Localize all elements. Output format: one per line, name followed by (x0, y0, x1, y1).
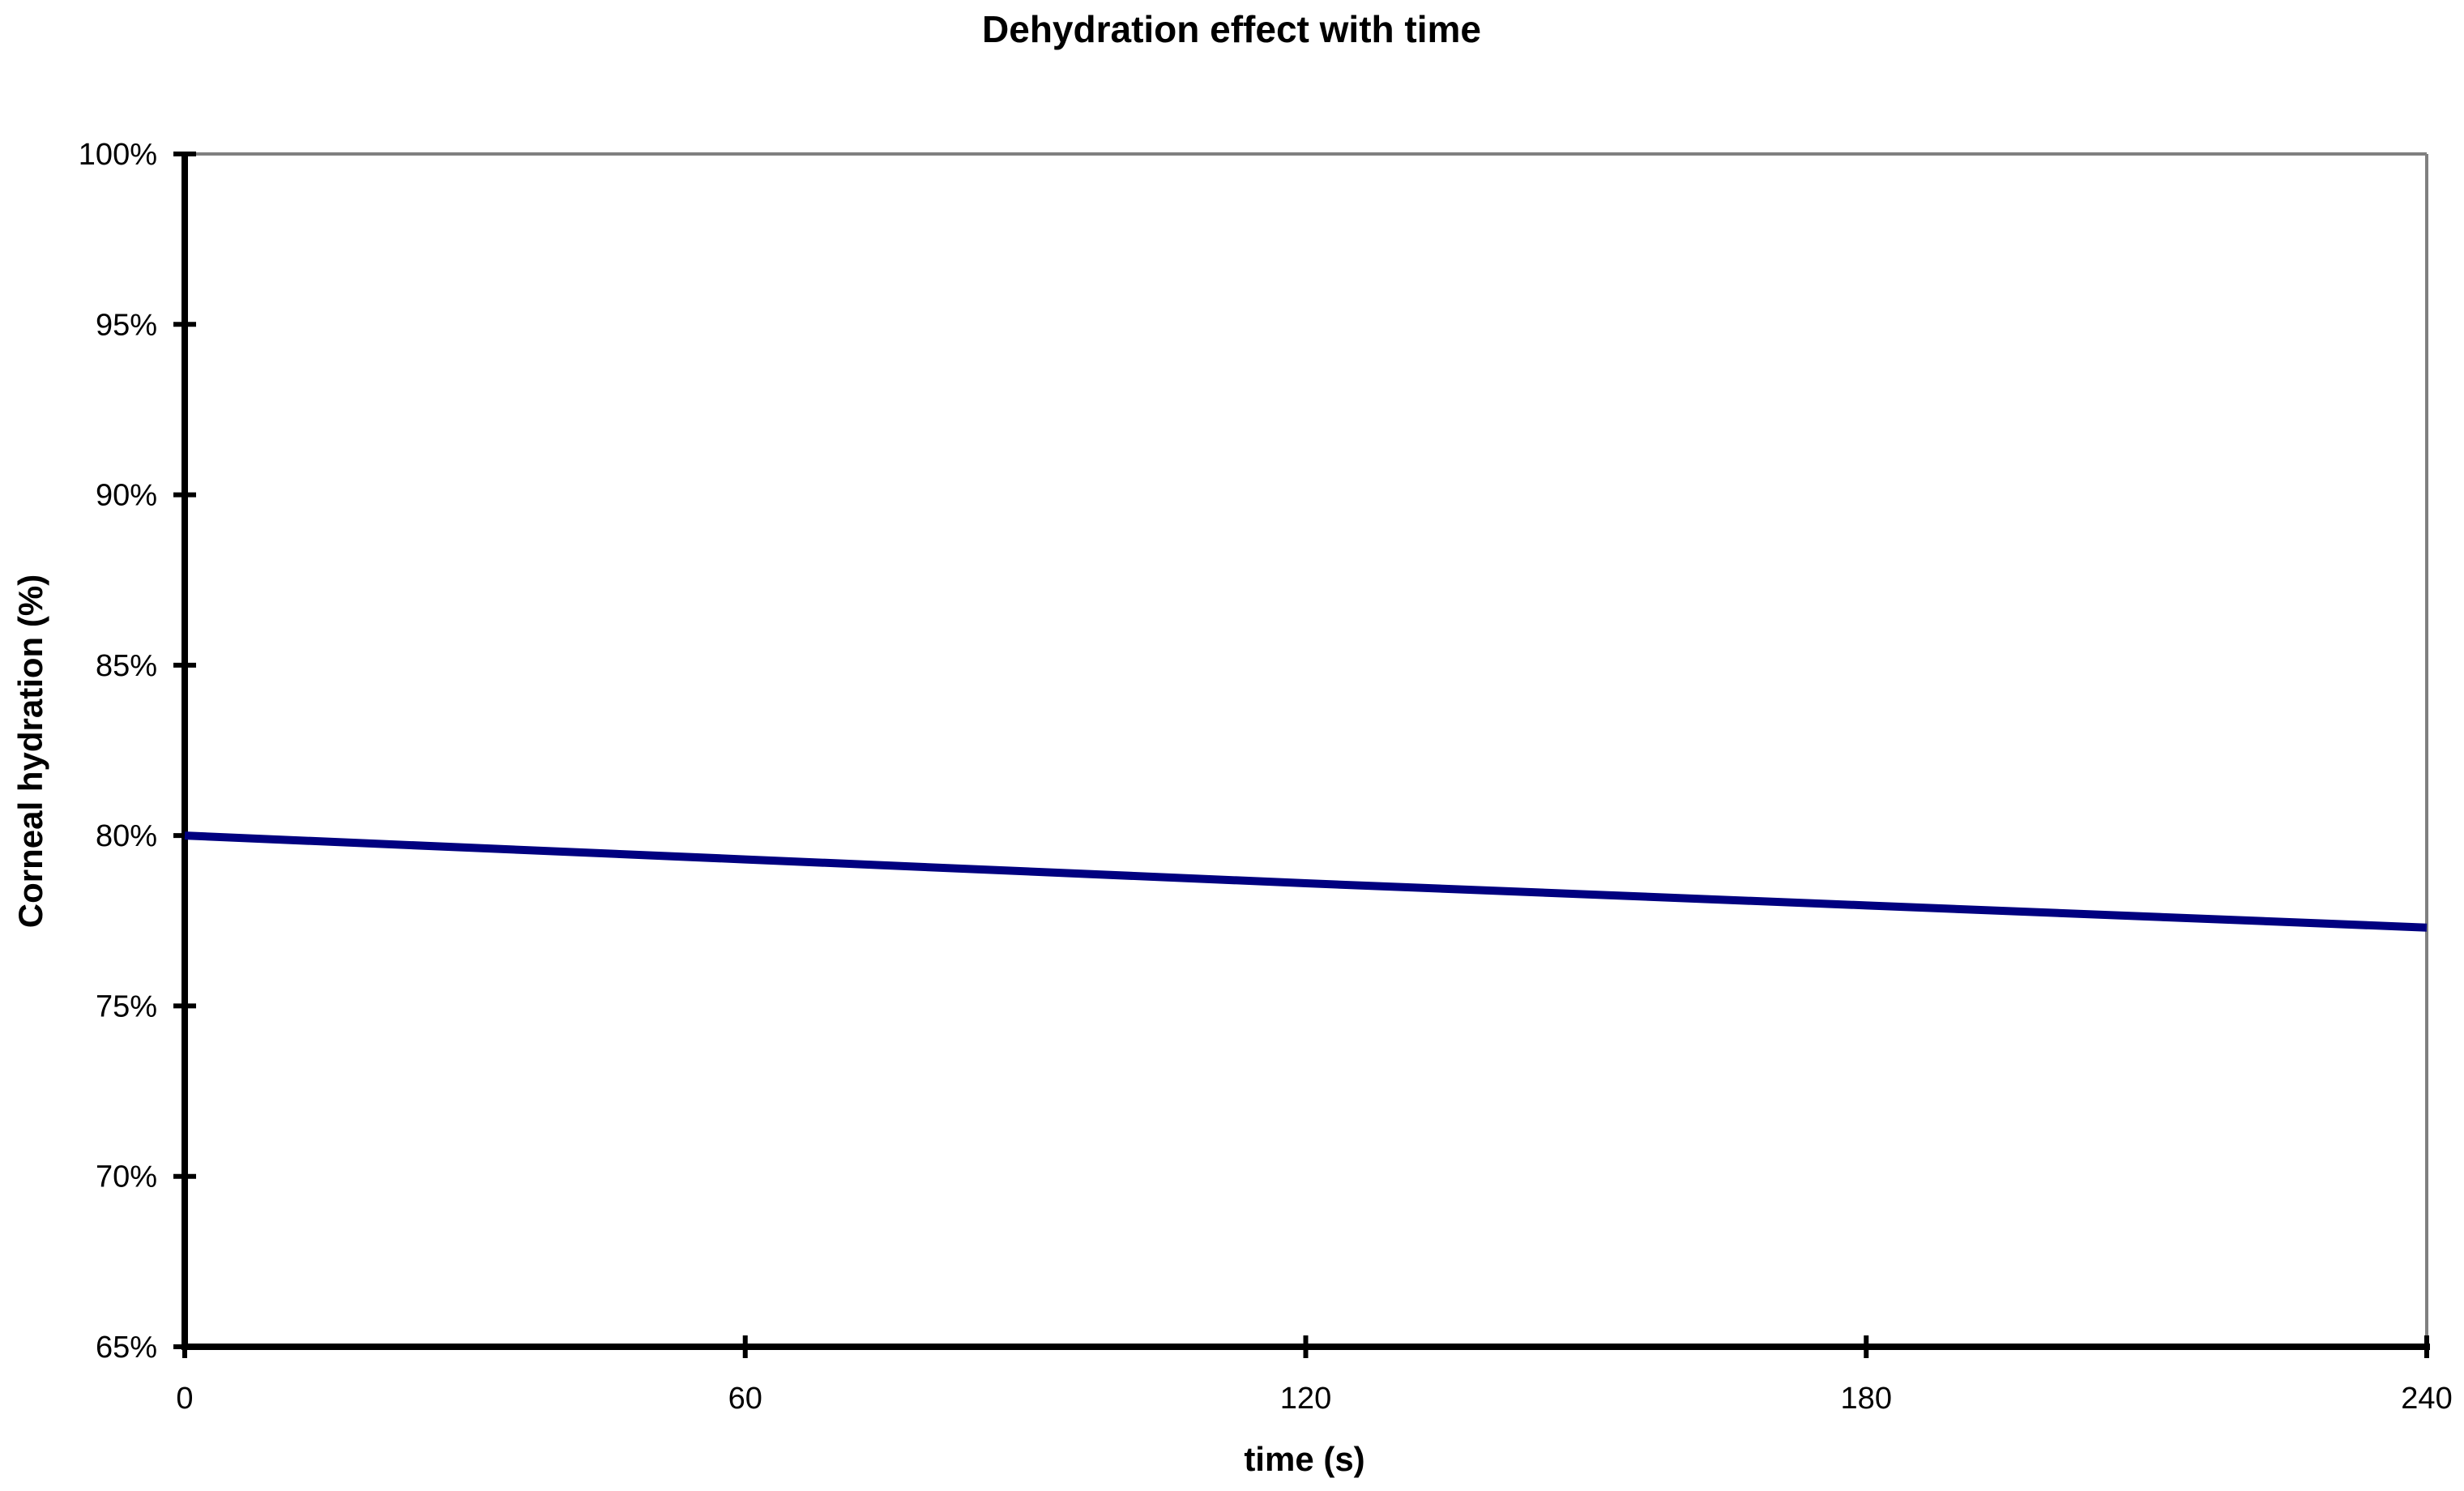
y-tick-label: 85% (96, 649, 157, 683)
y-axis-label: Corneal hydration (%) (11, 575, 49, 928)
y-tick-label: 65% (96, 1331, 157, 1365)
y-axis-ticks: 65% 70% 75% 80% 85% 90% 95% 100% (79, 138, 196, 1365)
x-tick-label: 60 (728, 1382, 762, 1416)
x-tick-label: 120 (1280, 1382, 1331, 1416)
series-layer (184, 831, 2428, 932)
x-axis-ticks: 0 60 120 180 240 (176, 1335, 2453, 1416)
y-tick-label: 70% (96, 1160, 157, 1194)
y-tick-label: 100% (79, 138, 157, 172)
series-line (184, 831, 2428, 932)
x-tick-label: 240 (2401, 1382, 2452, 1416)
y-tick-label: 75% (96, 989, 157, 1023)
y-tick-label: 90% (96, 479, 157, 513)
y-tick-label: 95% (96, 308, 157, 342)
y-tick-label: 80% (96, 819, 157, 853)
chart-title: Dehydration effect with time (982, 8, 1481, 50)
x-tick-label: 0 (176, 1382, 193, 1416)
x-axis-label: time (s) (1244, 1440, 1364, 1478)
x-tick-label: 180 (1841, 1382, 1892, 1416)
